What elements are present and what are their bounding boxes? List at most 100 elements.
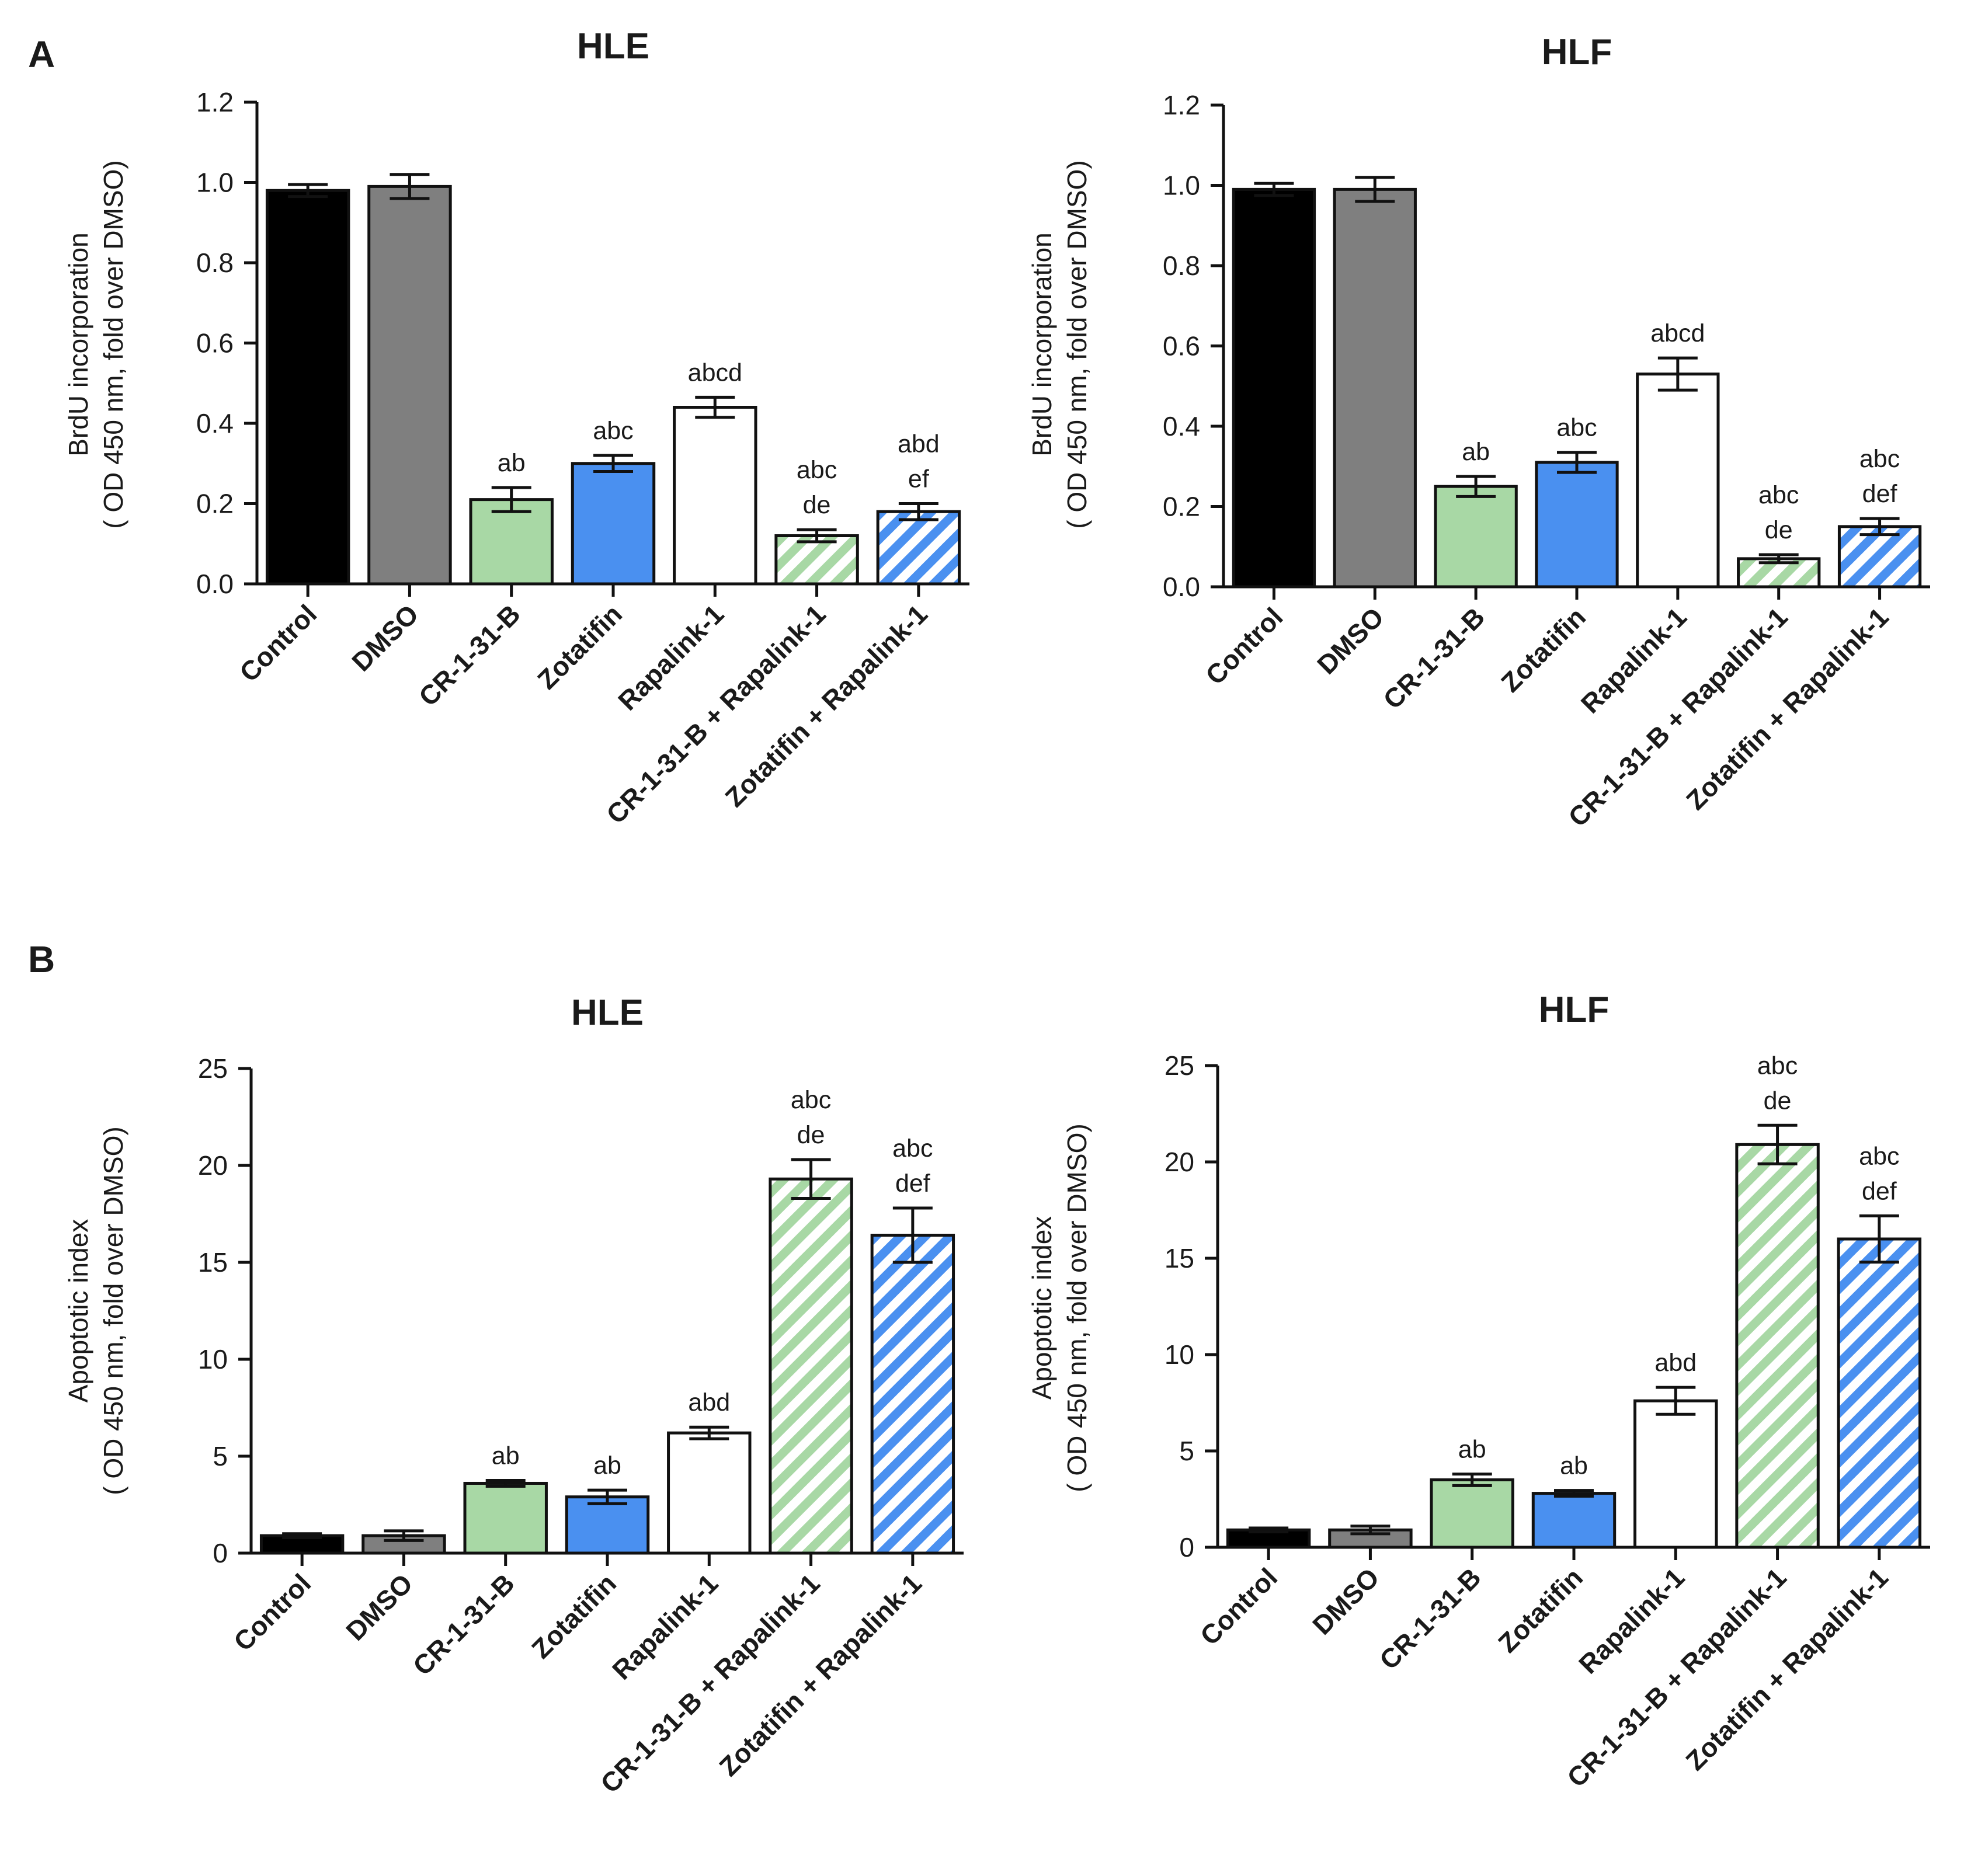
x-tick-label: Zotatifin + Rapalink-1 bbox=[1680, 601, 1895, 816]
significance-label: ab bbox=[1458, 1436, 1486, 1464]
significance-label: abcd bbox=[1650, 319, 1705, 347]
bar-cr-1-31-b-rapalink-1 bbox=[774, 534, 859, 586]
y-tick-label: 25 bbox=[1165, 1050, 1194, 1081]
chart-panel-b-hle: HLE Apoptotic index( OD 450 nm, fold over… bbox=[63, 993, 964, 1799]
significance-label: def bbox=[1862, 480, 1898, 508]
y-tick-label: 15 bbox=[1165, 1243, 1194, 1273]
bar-cr-1-31-b bbox=[1434, 485, 1518, 589]
bar-zotatifin bbox=[1531, 1492, 1617, 1549]
y-tick-label: 1.2 bbox=[1163, 90, 1200, 120]
x-tick-label: DMSO bbox=[346, 598, 424, 677]
y-tick-label: 1.0 bbox=[196, 168, 234, 198]
significance-label: abc bbox=[797, 456, 837, 484]
x-tick-label: Zotatifin bbox=[1495, 601, 1591, 698]
chart-title: HLE bbox=[577, 26, 649, 67]
x-tick-label: Control bbox=[228, 1568, 317, 1656]
bar-rapalink-1 bbox=[1633, 1399, 1718, 1549]
significance-label: abcd bbox=[688, 359, 742, 387]
significance-label: ef bbox=[908, 465, 930, 493]
significance-label: ab bbox=[593, 1452, 621, 1480]
significance-label: def bbox=[1862, 1177, 1897, 1205]
y-tick-label: 1.2 bbox=[196, 87, 234, 117]
x-tick-label: Zotatifin + Rapalink-1 bbox=[1680, 1562, 1894, 1776]
significance-label: abd bbox=[1654, 1349, 1697, 1377]
y-tick-label: 0.0 bbox=[1163, 572, 1200, 602]
chart-title: HLE bbox=[571, 993, 644, 1033]
x-tick-label: CR-1-31-B bbox=[413, 598, 526, 712]
y-tick-label: 1.0 bbox=[1163, 170, 1200, 201]
bar-cr-1-31-b bbox=[1430, 1478, 1514, 1549]
y-tick-label: 20 bbox=[1165, 1147, 1194, 1177]
chart-panel-a-hle: HLE BrdU incorporation( OD 450 nm, fold o… bbox=[63, 26, 969, 830]
chart-title: HLF bbox=[1539, 990, 1610, 1030]
bar-control bbox=[1232, 187, 1316, 589]
bar-rapalink-1 bbox=[667, 1431, 752, 1555]
x-tick-label: Zotatifin + Rapalink-1 bbox=[713, 1568, 927, 1782]
y-tick-label: 0.0 bbox=[196, 569, 234, 599]
y-tick-label: 10 bbox=[1165, 1339, 1194, 1370]
significance-label: abc bbox=[791, 1086, 831, 1114]
panel-letter-b: B bbox=[28, 938, 55, 980]
significance-label: abd bbox=[688, 1388, 730, 1416]
x-tick-label: CR-1-31-B bbox=[1374, 1562, 1487, 1675]
chart-panel-b-hlf: HLF Apoptotic index( OD 450 nm, fold over… bbox=[1027, 990, 1930, 1793]
y-tick-label: 0.4 bbox=[1163, 411, 1200, 441]
bar-zotatifin-rapalink-1 bbox=[1837, 525, 1922, 589]
x-tick-label: CR-1-31-B bbox=[1377, 601, 1490, 715]
significance-label: def bbox=[895, 1170, 931, 1198]
significance-label: de bbox=[803, 491, 831, 519]
bar-cr-1-31-b-rapalink-1 bbox=[769, 1177, 853, 1555]
significance-label: de bbox=[1764, 1087, 1792, 1115]
y-tick-label: 0.6 bbox=[196, 328, 234, 359]
y-tick-label: 0 bbox=[1179, 1532, 1194, 1562]
significance-label: abc bbox=[1758, 481, 1799, 509]
bar-dmso bbox=[1333, 187, 1417, 589]
bar-zotatifin-rapalink-1 bbox=[876, 510, 961, 586]
y-tick-label: 0.6 bbox=[1163, 331, 1200, 361]
significance-label: de bbox=[797, 1121, 825, 1149]
bar-zotatifin bbox=[565, 1495, 650, 1555]
significance-label: abc bbox=[1859, 445, 1900, 473]
y-tick-label: 0.4 bbox=[196, 408, 234, 438]
x-tick-label: DMSO bbox=[1311, 601, 1389, 680]
significance-label: ab bbox=[492, 1442, 520, 1470]
chart-panel-a-hlf: HLF BrdU incorporation( OD 450 nm, fold o… bbox=[1027, 32, 1930, 833]
significance-label: de bbox=[1765, 516, 1793, 544]
bar-cr-1-31-b bbox=[463, 1481, 548, 1555]
y-tick-label: 0.2 bbox=[196, 489, 234, 519]
x-tick-label: Zotatifin bbox=[531, 598, 628, 695]
y-tick-label: 0.8 bbox=[196, 248, 234, 278]
y-tick-label: 20 bbox=[198, 1150, 228, 1181]
x-tick-label: Control bbox=[234, 598, 322, 687]
significance-label: ab bbox=[498, 449, 526, 477]
bar-rapalink-1 bbox=[673, 406, 757, 586]
bar-zotatifin bbox=[571, 462, 656, 586]
x-tick-label: Control bbox=[1200, 601, 1288, 690]
y-tick-label: 5 bbox=[213, 1441, 228, 1471]
x-tick-label: Control bbox=[1194, 1562, 1283, 1651]
bar-zotatifin-rapalink-1 bbox=[870, 1234, 955, 1555]
y-tick-label: 0.2 bbox=[1163, 492, 1200, 522]
significance-label: abc bbox=[892, 1134, 933, 1163]
chart-title: HLF bbox=[1542, 32, 1612, 72]
significance-label: abc bbox=[1859, 1142, 1899, 1170]
bar-cr-1-31-b-rapalink-1 bbox=[1735, 1143, 1820, 1549]
bar-rapalink-1 bbox=[1636, 373, 1720, 589]
x-tick-label: DMSO bbox=[1306, 1562, 1385, 1640]
significance-label: ab bbox=[1462, 438, 1490, 466]
y-axis-label: Apoptotic index( OD 450 nm, fold over DM… bbox=[1027, 1123, 1092, 1492]
significance-label: abc bbox=[1556, 414, 1597, 442]
bar-zotatifin-rapalink-1 bbox=[1837, 1237, 1922, 1549]
y-tick-label: 10 bbox=[198, 1344, 228, 1374]
x-tick-label: CR-1-31-B bbox=[407, 1568, 520, 1681]
y-axis-label: BrdU incorporation( OD 450 nm, fold over… bbox=[1027, 160, 1092, 528]
y-tick-label: 25 bbox=[198, 1053, 228, 1084]
panel-letter-a: A bbox=[28, 33, 55, 75]
x-tick-label: Zotatifin bbox=[1492, 1562, 1588, 1658]
y-tick-label: 15 bbox=[198, 1247, 228, 1278]
significance-label: abc bbox=[593, 417, 633, 445]
x-tick-label: Zotatifin bbox=[526, 1568, 622, 1664]
significance-label: ab bbox=[1560, 1452, 1588, 1480]
y-tick-label: 0 bbox=[213, 1538, 228, 1568]
